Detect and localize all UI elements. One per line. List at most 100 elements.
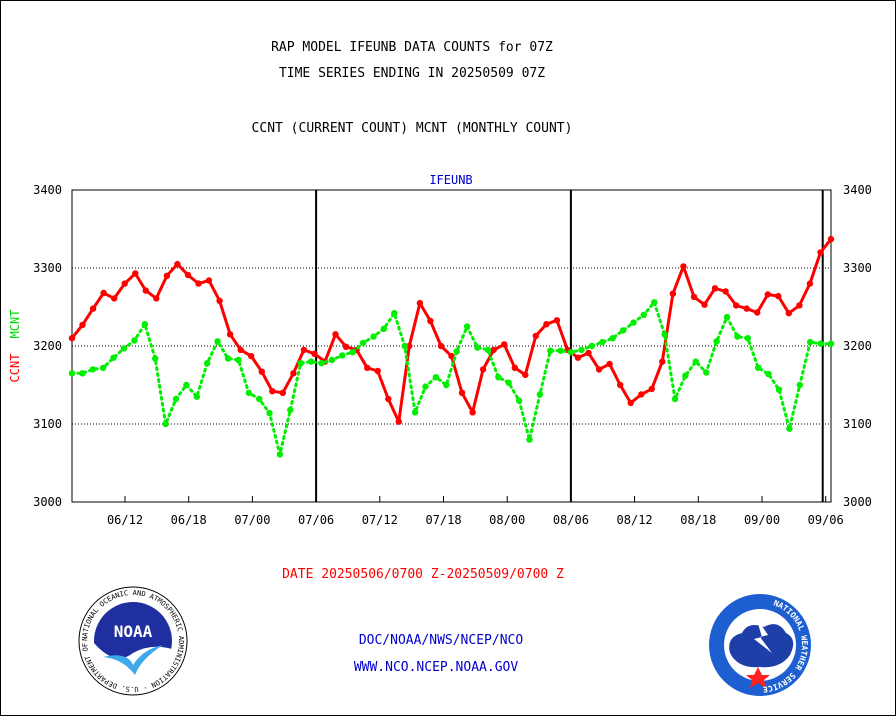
data-point-mcnt [422, 383, 429, 390]
data-point-mcnt [224, 355, 232, 362]
data-point-mcnt [807, 338, 814, 346]
data-point-ccnt [806, 280, 814, 287]
data-point-ccnt [100, 289, 107, 297]
x-tick-label: 08/00 [489, 513, 525, 527]
x-tick-label: 07/00 [234, 513, 270, 527]
y-tick-label-right: 3300 [843, 261, 872, 275]
data-point-ccnt [374, 367, 381, 375]
data-point-ccnt [406, 342, 413, 350]
y-tick-label-right: 3000 [843, 495, 872, 509]
data-point-mcnt [287, 406, 294, 414]
y-label-mcnt: MCNT [8, 310, 22, 339]
data-point-ccnt [111, 295, 118, 302]
data-point-mcnt [432, 374, 440, 381]
data-point-mcnt [307, 358, 315, 365]
data-point-ccnt [174, 260, 181, 268]
data-point-ccnt [416, 299, 424, 307]
data-point-ccnt [690, 293, 698, 301]
data-point-mcnt [297, 360, 304, 367]
x-tick-label: 06/12 [107, 513, 143, 527]
data-point-mcnt [630, 319, 637, 326]
data-point-mcnt [110, 354, 117, 361]
data-point-mcnt [235, 356, 242, 364]
data-point-mcnt [661, 331, 668, 338]
data-point-mcnt [567, 349, 575, 356]
data-point-ccnt [501, 341, 508, 348]
chart-title-line2: TIME SERIES ENDING IN 20250509 07Z [279, 66, 545, 81]
data-point-mcnt [744, 335, 751, 342]
data-point-mcnt [796, 381, 803, 389]
data-point-ccnt [627, 399, 634, 407]
data-point-mcnt [183, 381, 190, 389]
data-point-mcnt [359, 339, 367, 347]
data-point-ccnt [479, 366, 487, 373]
data-point-mcnt [120, 345, 128, 352]
data-point-ccnt [248, 352, 255, 360]
data-point-mcnt [380, 325, 388, 332]
data-point-ccnt [595, 366, 603, 373]
data-point-ccnt [543, 321, 550, 328]
data-point-ccnt [364, 364, 371, 371]
chart-subtitle: CCNT (CURRENT COUNT) MCNT (MONTHLY COUNT… [252, 121, 573, 136]
series-line-ccnt [70, 237, 833, 424]
data-point-mcnt [79, 370, 86, 377]
data-point-ccnt [332, 331, 339, 338]
x-tick-label: 08/18 [680, 513, 716, 527]
data-point-mcnt [152, 355, 159, 362]
data-point-ccnt [469, 409, 476, 416]
data-point-mcnt [484, 346, 492, 354]
data-point-ccnt [638, 391, 645, 398]
noaa-logo: NOAA NATIONAL OCEANIC AND ATMOSPHERIC AD… [78, 586, 188, 696]
data-point-ccnt [163, 272, 171, 279]
data-point-ccnt [142, 287, 149, 294]
data-point-ccnt [732, 302, 740, 309]
data-point-mcnt [692, 358, 699, 365]
data-point-mcnt [318, 360, 325, 367]
data-point-ccnt [553, 317, 561, 324]
data-point-mcnt [505, 379, 512, 386]
y-tick-label-left: 3300 [33, 261, 62, 275]
x-tick-label: 06/18 [171, 513, 207, 527]
data-point-mcnt [443, 381, 450, 389]
data-point-ccnt [226, 331, 234, 338]
data-point-ccnt [680, 263, 687, 270]
data-point-mcnt [474, 344, 481, 351]
data-point-mcnt [256, 395, 263, 403]
x-tick-label: 08/06 [553, 513, 589, 527]
data-point-ccnt [195, 280, 202, 287]
y-tick-label-right: 3200 [843, 339, 872, 353]
data-point-mcnt [131, 337, 138, 344]
data-point-ccnt [743, 305, 750, 312]
data-point-mcnt [703, 369, 710, 376]
data-point-mcnt [89, 366, 97, 373]
data-point-mcnt [588, 342, 596, 350]
data-point-ccnt [290, 370, 297, 377]
data-point-mcnt [723, 313, 731, 321]
data-point-mcnt [276, 451, 284, 458]
data-point-ccnt [205, 277, 213, 284]
data-point-mcnt [515, 397, 523, 404]
data-point-mcnt [734, 333, 741, 340]
x-tick-label: 09/00 [744, 513, 780, 527]
data-point-ccnt [269, 388, 276, 395]
data-point-mcnt [349, 349, 356, 356]
data-point-mcnt [827, 340, 835, 347]
data-point-ccnt [764, 291, 771, 298]
data-point-mcnt [193, 393, 200, 400]
data-point-mcnt [453, 348, 460, 355]
data-point-ccnt [79, 321, 86, 329]
data-point-mcnt [172, 395, 180, 403]
website-link[interactable]: WWW.NCO.NCEP.NOAA.GOV [354, 660, 519, 675]
data-point-ccnt [522, 371, 529, 379]
data-point-ccnt [385, 395, 392, 403]
org-label: DOC/NOAA/NWS/NCEP/NCO [359, 633, 524, 648]
data-point-ccnt [669, 290, 677, 297]
data-point-ccnt [617, 381, 624, 389]
chart-title: RAP MODEL IFEUNB DATA COUNTS for 07Z [271, 40, 553, 55]
data-point-ccnt [490, 346, 497, 354]
data-point-ccnt [606, 360, 613, 368]
date-range-label: DATE 20250506/0700 Z-20250509/0700 Z [282, 567, 564, 582]
data-point-mcnt [578, 346, 585, 354]
data-point-mcnt [526, 436, 533, 443]
data-point-ccnt [184, 271, 192, 279]
